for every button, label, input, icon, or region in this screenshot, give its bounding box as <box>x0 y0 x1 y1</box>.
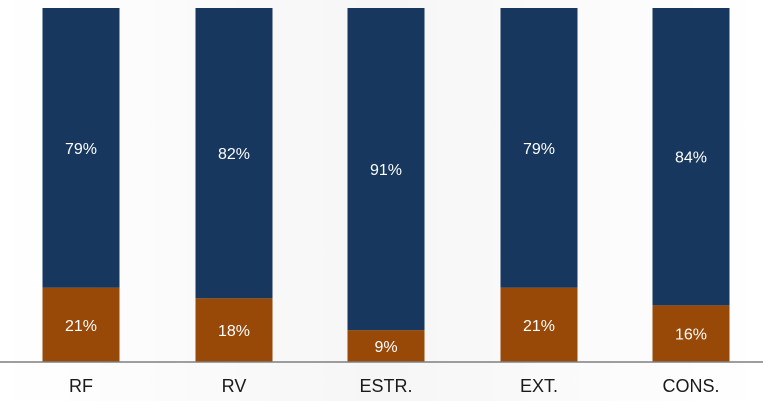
bar-segment-0-0 <box>42 287 120 362</box>
data-label-0-4: 16% <box>675 327 707 344</box>
bar-segment-0-1 <box>195 298 273 362</box>
bar-segment-1-2 <box>347 8 425 331</box>
data-label-1-2: 91% <box>370 162 402 179</box>
x-tick-label-2: ESTR. <box>359 376 412 396</box>
data-label-0-0: 21% <box>65 318 97 335</box>
x-tick-labels-group: RF RV ESTR. EXT. CONS. <box>69 376 720 396</box>
bar-segment-1-4 <box>652 8 730 306</box>
bar-segment-1-3 <box>500 8 578 288</box>
bars-group <box>42 8 730 362</box>
data-label-0-2: 9% <box>374 339 397 356</box>
data-label-1-4: 84% <box>675 150 707 167</box>
bar-segment-0-3 <box>500 287 578 362</box>
x-tick-label-3: EXT. <box>520 376 558 396</box>
bar-segment-0-2 <box>347 330 425 362</box>
bar-segment-0-4 <box>652 305 730 362</box>
bar-segment-1-1 <box>195 8 273 299</box>
x-tick-label-4: CONS. <box>662 376 719 396</box>
x-tick-label-0: RF <box>69 376 93 396</box>
x-tick-label-1: RV <box>222 376 247 396</box>
data-label-0-1: 18% <box>218 323 250 340</box>
data-label-1-3: 79% <box>523 141 555 158</box>
data-label-1-1: 82% <box>218 146 250 163</box>
bar-segment-1-0 <box>42 8 120 288</box>
data-label-0-3: 21% <box>523 318 555 335</box>
data-labels-group: 21% 79% 18% 82% 9% 91% 21% 79% 16% 84% <box>65 141 707 356</box>
data-label-1-0: 79% <box>65 141 97 158</box>
